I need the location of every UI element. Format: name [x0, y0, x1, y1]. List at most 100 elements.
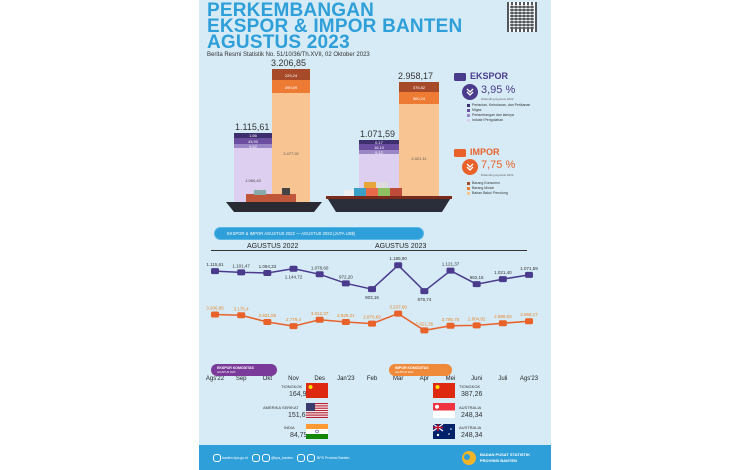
ekspor-country-1-name: TIONGKOK	[281, 384, 303, 389]
china-flag-icon	[433, 383, 455, 398]
impor-pct: 7,75 %	[481, 159, 516, 171]
line-chart-title-pill: EKSPOR & IMPOR AGUSTUS 2022 — AGUSTUS 20…	[215, 228, 423, 239]
subtitle: Berita Resmi Statistik No. 51/10/36/Th.X…	[207, 52, 370, 58]
impor-point	[341, 319, 350, 326]
impor-bar-1-seg-1-label: 560,24	[412, 96, 426, 102]
month-tick-label: Feb	[366, 376, 378, 382]
ekspor-point-label: 1.144,72	[285, 275, 303, 280]
youtube-icon[interactable]	[307, 454, 315, 462]
month-tick-label: Ags'22	[205, 376, 225, 382]
ekspor-bar-1-seg-0-label: 0,17	[375, 140, 383, 146]
ekspor-title: EKSPOR	[470, 71, 509, 81]
ekspor-box-icon	[454, 73, 466, 81]
impor-point	[472, 322, 481, 329]
qr-code-icon[interactable]	[507, 2, 537, 32]
australia-flag-icon	[433, 424, 455, 439]
impor-point	[315, 316, 324, 323]
month-tick-label: Juni	[471, 376, 483, 382]
facebook-icon[interactable]	[297, 454, 305, 462]
month-tick-label: Ags'23	[519, 376, 539, 382]
impor-point-label: 2.621,35	[416, 321, 434, 326]
impor-point	[368, 320, 376, 327]
impor-country-1-value: 387,26	[461, 391, 483, 398]
month-tick-label: Des	[314, 376, 325, 382]
cargo-ship-icon	[326, 182, 452, 212]
ekspor-point-label: 1.115,61	[206, 262, 224, 267]
ekspor-point	[368, 286, 376, 293]
footer-link-channel[interactable]: BPS Provinsi Banten	[317, 456, 350, 460]
impor-bar-1-seg-0-label: 376,82	[412, 85, 426, 91]
ekspor-note: Dibanding Agustus 2022	[481, 97, 514, 101]
ekspor-total-0: 1.115,61	[235, 122, 270, 132]
ekspor-legend-3: Pertambangan dan lainnya	[467, 113, 514, 117]
twitter-icon[interactable]	[252, 454, 260, 462]
instagram-icon[interactable]	[262, 454, 270, 462]
impor-bar-1-seg-2: 2.021,11	[399, 104, 439, 212]
month-tick-label: Sep	[235, 376, 247, 382]
ekspor-point-label: 1.021,40	[494, 270, 512, 275]
ekspor-legend-4: Industri Pengolahan	[467, 118, 503, 122]
impor-point-label: 2.779,4	[286, 317, 302, 322]
singapore-flag-icon	[433, 403, 455, 418]
impor-point	[420, 327, 429, 334]
impor-point-label: 3.206,85	[206, 305, 224, 310]
ekspor-point-label: 879,74	[417, 297, 431, 302]
impor-point-label: 2.804,82	[468, 316, 486, 321]
impor-point-label: 3.012,37	[311, 311, 329, 316]
impor-down-icon	[462, 159, 478, 175]
x-label-2023: AGUSTUS 2023	[375, 243, 427, 250]
line-chart-title: EKSPOR & IMPOR AGUSTUS 2022 — AGUSTUS 20…	[227, 231, 356, 236]
month-tick-label: Mei	[445, 376, 456, 382]
ekspor-point	[211, 268, 219, 275]
ekspor-point	[237, 269, 246, 276]
ekspor-legend-1: Pertanian, Kehutanan, dan Perikanan	[467, 103, 530, 107]
ekspor-bar-1-seg-1-label: 16,10	[373, 145, 384, 151]
ekspor-point-label: 1.078,60	[311, 265, 329, 270]
ekspor-bar-0-seg-2-label: 9,62	[249, 144, 257, 150]
ekspor-point	[420, 288, 429, 295]
ekspor-bar-0-seg-2: 9,62	[234, 144, 272, 150]
impor-box-icon	[454, 149, 466, 157]
impor-point-label: 2.929,21	[337, 313, 355, 318]
china-flag-icon	[306, 383, 328, 398]
ekspor-point	[341, 280, 350, 287]
ekspor-point-label: 1.071,59	[520, 266, 538, 271]
month-tick-label: Apr	[419, 376, 429, 382]
footer-link-web[interactable]: banten.bps.go.id	[222, 456, 248, 460]
ekspor-bar-0-seg-3-label: 1.060,43	[245, 177, 261, 183]
impor-bar-0-seg-1: 499,69	[272, 80, 310, 94]
impor-country-2-name: AUSTRALIA	[459, 405, 482, 410]
ekspor-point-label: 903,16	[365, 295, 379, 300]
impor-point	[446, 322, 455, 329]
ekspor-country-2-name: AMERIKA SERIKAT	[263, 405, 299, 410]
ekspor-country-3-value: 84,79	[290, 432, 308, 439]
ekspor-point	[289, 265, 298, 272]
ekspor-legend-2: Migas	[467, 108, 481, 112]
ekspor-point	[472, 281, 481, 288]
ekspor-point	[263, 269, 272, 276]
impor-bar-0-seg-2: 2.477,92	[272, 93, 310, 212]
impor-note: Dibanding Agustus 2022	[481, 173, 514, 177]
ekspor-bar-1-seg-2: 5,12	[359, 150, 399, 155]
ekspor-bar-1-seg-1: 16,10	[359, 144, 399, 150]
ekspor-bar-0-seg-1: 43,90	[234, 137, 272, 145]
title-line-3: AGUSTUS 2023	[207, 32, 350, 53]
month-tick-label: Mar	[392, 376, 404, 382]
infographic-poster: PERKEMBANGAN EKSPOR & IMPOR BANTEN AGUST…	[199, 0, 551, 470]
impor-point-label: 2.790,75	[442, 317, 460, 322]
baseline	[211, 250, 527, 251]
impor-point	[525, 318, 533, 325]
bps-logo-icon	[462, 451, 476, 465]
ekspor-komoditas-pill: EKSPOR KOMODITAS AGUSTUS 2023	[211, 364, 277, 376]
org-name: BADAN PUSAT STATISTIK	[480, 452, 530, 457]
footer-link-social[interactable]: @bps_banten	[271, 456, 293, 460]
month-tick-label: Juli	[498, 376, 508, 382]
usa-flag-icon	[306, 403, 328, 418]
impor-point-label: 2.870,89	[363, 315, 381, 320]
ekspor-bar-0-seg-1-label: 43,90	[247, 138, 258, 144]
title-line-1: PERKEMBANGAN	[207, 0, 375, 21]
ekspor-point-label: 1.101,47	[232, 263, 250, 268]
ekspor-bar-0-seg-0-label: 1,66	[249, 133, 257, 139]
impor-point-label: 3.175,4	[234, 306, 250, 311]
web-icon[interactable]	[213, 454, 221, 462]
